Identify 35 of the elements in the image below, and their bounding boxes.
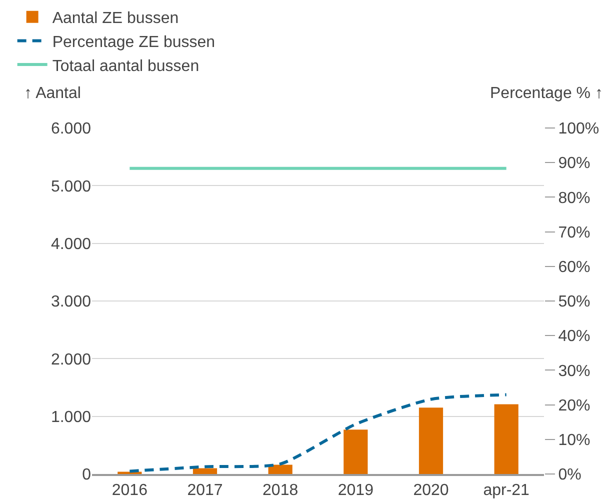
y2-tick-label: 100% xyxy=(558,120,600,138)
y-tick-label: 0 xyxy=(82,466,92,484)
bar xyxy=(192,468,218,474)
y-axis-title: ↑ Aantal xyxy=(24,85,81,102)
y-tick-label: 5.000 xyxy=(50,178,92,196)
y2-tick-label: 40% xyxy=(558,328,590,346)
y-tick-label: 4.000 xyxy=(50,236,92,253)
x-tick-label: 2019 xyxy=(338,482,374,499)
y-tick-label: 3.000 xyxy=(50,294,92,311)
y2-tick-label: 70% xyxy=(558,224,590,242)
bar xyxy=(418,408,444,474)
y2-tick-label: 20% xyxy=(558,397,590,414)
legend-label: Percentage ZE bussen xyxy=(52,34,216,51)
x-tick-label: apr-21 xyxy=(483,482,530,499)
y2-tick-label: 60% xyxy=(558,259,590,276)
y-tick-label: 2.000 xyxy=(50,351,92,368)
y2-tick-label: 50% xyxy=(558,294,590,311)
x-tick-label: 2020 xyxy=(413,482,449,499)
x-tick-label: 2018 xyxy=(262,482,298,499)
bar xyxy=(494,404,518,474)
y2-tick-label: 30% xyxy=(558,362,590,380)
x-tick-label: 2016 xyxy=(112,482,148,499)
y2-tick-label: 10% xyxy=(558,432,590,449)
y2-tick-label: 80% xyxy=(558,190,590,207)
bar xyxy=(344,430,368,474)
y2-axis-title: Percentage % ↑ xyxy=(490,85,603,102)
y2-tick-label: 90% xyxy=(558,155,590,172)
legend-label: Totaal aantal bussen xyxy=(52,58,200,75)
y-tick-label: 6.000 xyxy=(50,120,92,138)
bar xyxy=(268,464,292,474)
y-tick-label: 1.000 xyxy=(50,408,92,426)
legend-label: Aantal ZE bussen xyxy=(52,10,179,28)
x-tick-label: 2017 xyxy=(187,482,223,499)
y2-tick-label: 0% xyxy=(558,466,582,484)
line-series xyxy=(128,393,508,473)
